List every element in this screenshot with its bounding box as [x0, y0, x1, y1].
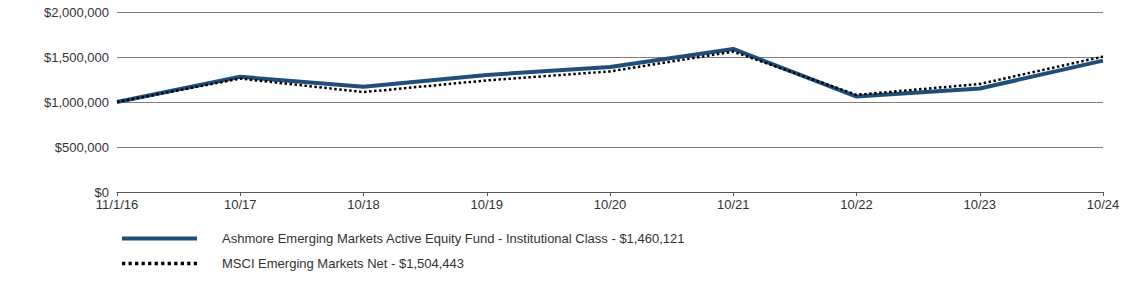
svg-text:10/24: 10/24: [1087, 197, 1120, 212]
svg-text:10/20: 10/20: [594, 197, 627, 212]
svg-text:11/1/16: 11/1/16: [96, 197, 138, 212]
svg-text:10/22: 10/22: [840, 197, 873, 212]
svg-text:10/18: 10/18: [347, 197, 380, 212]
svg-text:$1,000,000: $1,000,000: [44, 95, 109, 110]
svg-text:10/21: 10/21: [717, 197, 750, 212]
svg-text:$0: $0: [94, 184, 109, 200]
svg-text:MSCI Emerging Markets Net - $1: MSCI Emerging Markets Net - $1,504,443: [222, 256, 464, 271]
svg-text:$1,500,000: $1,500,000: [44, 50, 109, 65]
svg-text:10/23: 10/23: [963, 197, 996, 212]
svg-text:10/19: 10/19: [470, 197, 503, 212]
svg-text:$2,000,000: $2,000,000: [44, 5, 109, 20]
svg-text:10/17: 10/17: [224, 197, 257, 212]
svg-text:Ashmore Emerging Markets Activ: Ashmore Emerging Markets Active Equity F…: [222, 231, 684, 246]
svg-text:$500,000: $500,000: [55, 140, 109, 155]
